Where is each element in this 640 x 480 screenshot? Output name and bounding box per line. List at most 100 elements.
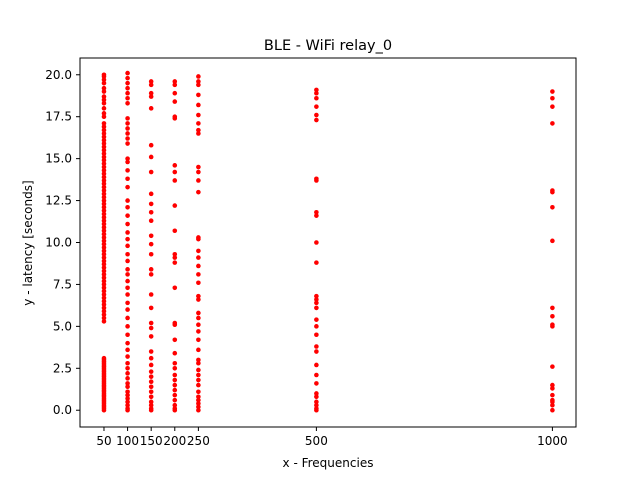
data-point (550, 402, 555, 408)
data-point (101, 248, 107, 254)
data-point (148, 384, 154, 390)
data-point (101, 278, 107, 284)
data-point (196, 329, 201, 334)
data-point (101, 94, 107, 99)
data-point (101, 282, 107, 287)
data-point (148, 142, 154, 148)
data-point (172, 99, 178, 104)
data-point (196, 322, 201, 327)
data-point (196, 367, 201, 373)
data-point (101, 231, 107, 237)
data-point (101, 251, 107, 257)
data-point (550, 386, 555, 391)
data-point (125, 406, 130, 411)
data-point (148, 90, 154, 96)
data-point (196, 178, 201, 183)
data-point (196, 297, 201, 302)
data-point (125, 168, 130, 173)
data-point (148, 241, 154, 247)
data-point (101, 305, 107, 311)
data-point (172, 392, 178, 398)
data-point (550, 89, 555, 94)
data-point (101, 228, 107, 234)
data-point (125, 332, 130, 338)
y-tick-label: 20.0 (45, 68, 72, 82)
data-point (172, 320, 178, 326)
data-point (101, 137, 107, 143)
data-point (172, 377, 178, 383)
data-point (172, 397, 178, 403)
data-point (172, 114, 178, 119)
data-point (125, 131, 130, 136)
data-point (172, 255, 178, 260)
data-point (172, 285, 178, 291)
data-point (148, 334, 154, 339)
data-point (314, 362, 319, 368)
data-point (148, 355, 154, 361)
data-point (125, 324, 130, 329)
data-point (125, 100, 130, 106)
data-point (148, 79, 154, 84)
data-point (125, 70, 130, 76)
data-point (148, 210, 154, 215)
data-point (125, 381, 130, 386)
y-tick-label: 5.0 (53, 319, 72, 333)
data-point (148, 292, 154, 297)
data-point (101, 106, 107, 111)
data-point (314, 317, 319, 322)
data-point (101, 355, 107, 361)
data-point (125, 360, 130, 366)
data-point (125, 221, 130, 227)
data-point (196, 280, 201, 286)
y-axis-ticks: 0.0 2.5 5.0 7.5 10.0 12.5 15.0 17.5 20.0 (45, 68, 80, 417)
data-point (101, 194, 107, 200)
y-tick-label: 0.0 (53, 403, 72, 417)
data-point (125, 396, 130, 401)
data-point (125, 307, 130, 312)
data-point (314, 381, 319, 386)
data-point (148, 362, 154, 368)
data-point (314, 349, 319, 354)
data-point (148, 267, 154, 272)
data-point (125, 243, 130, 249)
data-point (125, 384, 130, 390)
data-point (101, 144, 107, 150)
data-point (125, 251, 130, 257)
data-point (101, 72, 107, 78)
data-point (101, 100, 107, 106)
data-point (101, 174, 107, 180)
x-tick-label: 100 (116, 434, 139, 448)
data-point (314, 293, 319, 299)
x-axis-ticks: 50 100 150 200 250 500 1000 (96, 427, 568, 448)
data-point (125, 347, 130, 353)
data-point (314, 394, 319, 400)
data-point (172, 203, 178, 208)
data-point (196, 394, 201, 400)
y-tick-label: 2.5 (53, 361, 72, 375)
data-point (196, 255, 201, 260)
data-point (148, 191, 154, 197)
data-point (196, 293, 201, 299)
data-point (314, 90, 319, 96)
data-point (125, 354, 130, 359)
data-point (101, 127, 107, 133)
data-point (172, 382, 178, 388)
data-point (172, 90, 178, 96)
data-point (101, 124, 107, 130)
data-point (148, 320, 154, 326)
data-point (101, 221, 107, 227)
data-point (314, 117, 319, 123)
data-point (314, 95, 319, 101)
data-point (550, 382, 555, 388)
data-point (125, 267, 130, 272)
data-point (125, 176, 130, 182)
data-point (125, 85, 130, 91)
data-point (125, 156, 130, 161)
data-point (196, 310, 201, 316)
data-point (125, 258, 130, 264)
data-point (550, 397, 555, 403)
data-point (101, 265, 107, 270)
data-point (314, 406, 319, 411)
data-point (125, 300, 130, 306)
data-point (196, 79, 201, 84)
